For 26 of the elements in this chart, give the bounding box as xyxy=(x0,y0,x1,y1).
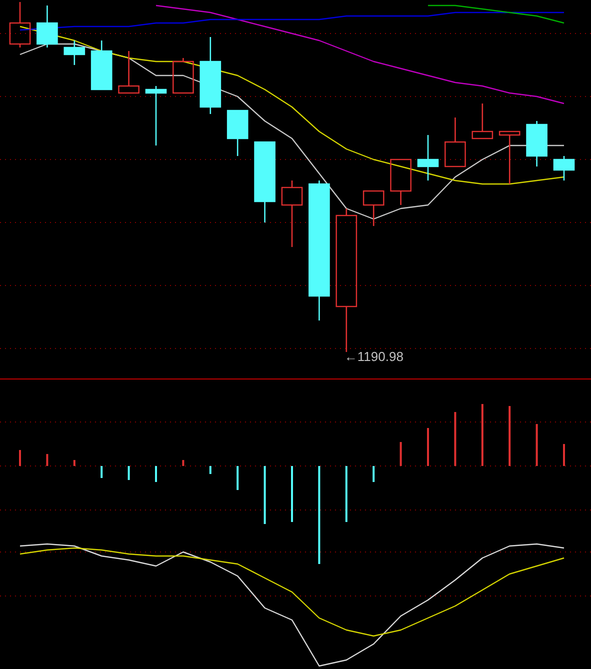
bar xyxy=(291,466,293,522)
bar xyxy=(182,460,184,466)
bar xyxy=(100,466,103,478)
bar xyxy=(264,466,266,524)
bar xyxy=(427,428,429,466)
bar xyxy=(318,466,320,564)
bar xyxy=(155,466,157,482)
bar xyxy=(536,424,538,466)
bar xyxy=(481,404,484,466)
bar xyxy=(19,450,21,466)
candlestick xyxy=(36,4,58,48)
bar xyxy=(508,406,511,466)
bar xyxy=(454,412,456,466)
bar xyxy=(128,466,130,480)
bar xyxy=(563,444,565,466)
annotation: ←1190.98 xyxy=(344,349,404,364)
bar xyxy=(345,466,348,522)
candlestick xyxy=(417,134,439,182)
candlestick xyxy=(526,120,548,168)
bar xyxy=(236,466,239,490)
candlestick xyxy=(308,180,330,322)
bar xyxy=(46,454,48,466)
bar xyxy=(372,466,375,482)
bar xyxy=(73,460,76,466)
bar xyxy=(400,442,402,466)
bar xyxy=(209,466,212,474)
